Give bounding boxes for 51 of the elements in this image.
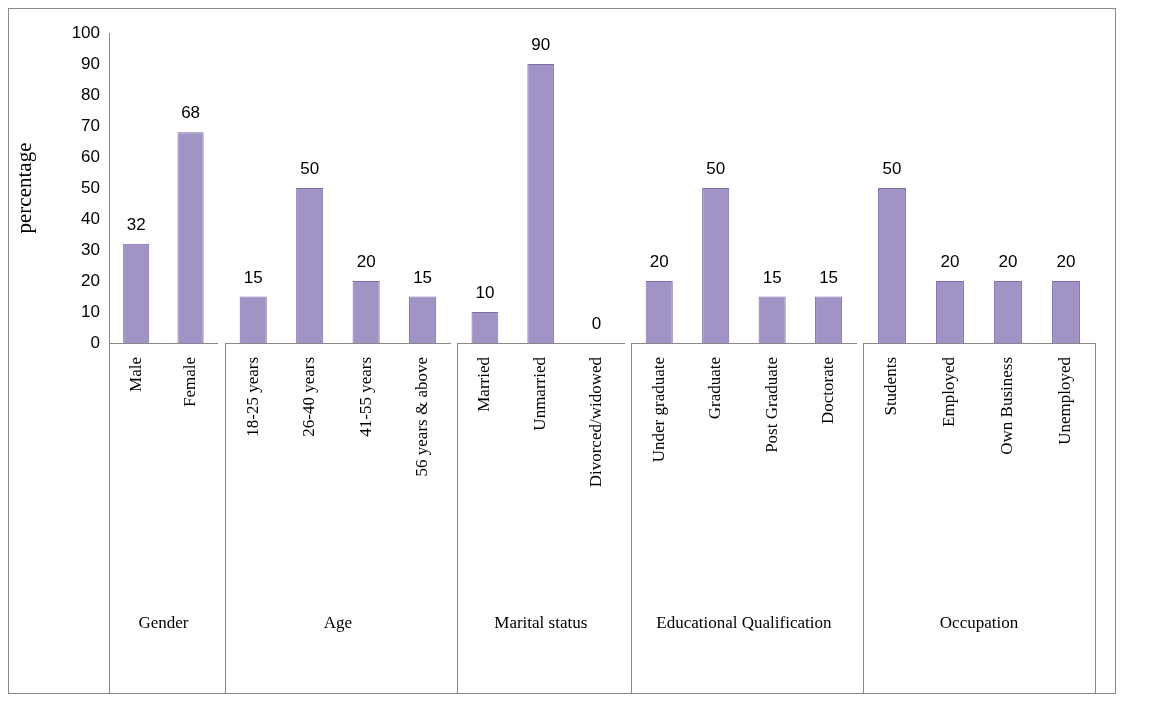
y-tick-label: 50 (81, 177, 100, 197)
x-tick-label: Divorced/widowed (586, 356, 606, 488)
data-label: 32 (126, 214, 146, 234)
x-tick-label: Unmarried (530, 356, 550, 431)
y-tick-label: 100 (71, 22, 100, 42)
data-label: 68 (181, 103, 201, 123)
data-label: 50 (882, 159, 902, 179)
x-tick-label: 56 years & above (412, 357, 432, 477)
data-label: 20 (998, 252, 1018, 272)
y-tick-label: 70 (81, 115, 100, 135)
x-tick-label: Employed (939, 356, 959, 427)
x-tick-label: Doctorate (818, 357, 838, 425)
y-tick-label: 40 (81, 208, 100, 228)
data-label: 15 (243, 267, 263, 287)
x-axis-title: Occupation (939, 612, 1019, 632)
data-label: 20 (649, 252, 669, 272)
x-tick-label: Married (474, 356, 494, 412)
y-tick-label: 30 (81, 239, 100, 259)
x-axis-title: Gender (138, 612, 189, 632)
x-tick-label: Under graduate (648, 357, 668, 463)
y-tick-label: 20 (81, 270, 100, 290)
x-tick-label: 41-55 years (355, 357, 375, 437)
x-tick-label: Female (180, 357, 200, 408)
data-label: 15 (413, 267, 433, 287)
x-tick-label: Unemployed (1055, 356, 1075, 445)
y-tick-label: 10 (81, 301, 100, 321)
y-tick-label: 90 (81, 53, 100, 73)
x-tick-label: Own Business (997, 357, 1017, 455)
x-tick-label: 26-40 years (299, 357, 319, 437)
data-label: 15 (819, 267, 839, 287)
y-tick-label: 0 (90, 332, 100, 352)
x-tick-label: 18-25 years (242, 357, 262, 437)
x-tick-label: Students (881, 357, 901, 416)
data-label: 0 (591, 314, 602, 334)
y-axis-title: percentage (12, 142, 37, 234)
x-tick-label: Graduate (705, 357, 725, 420)
data-label: 50 (300, 159, 320, 179)
x-tick-label: Post Graduate (761, 357, 781, 453)
data-label: 10 (475, 283, 495, 303)
data-label: 50 (706, 159, 726, 179)
y-tick-label: 60 (81, 146, 100, 166)
x-axis-title: Age (323, 612, 353, 632)
data-label: 20 (940, 252, 960, 272)
data-label: 15 (762, 267, 782, 287)
y-tick-label: 80 (81, 84, 100, 104)
data-label: 90 (531, 35, 551, 55)
x-axis-title: Educational Qualification (656, 612, 832, 632)
x-tick-label: Male (125, 357, 145, 392)
x-axis-title: Marital status (494, 612, 588, 632)
data-label: 20 (356, 252, 376, 272)
data-label: 20 (1056, 252, 1076, 272)
